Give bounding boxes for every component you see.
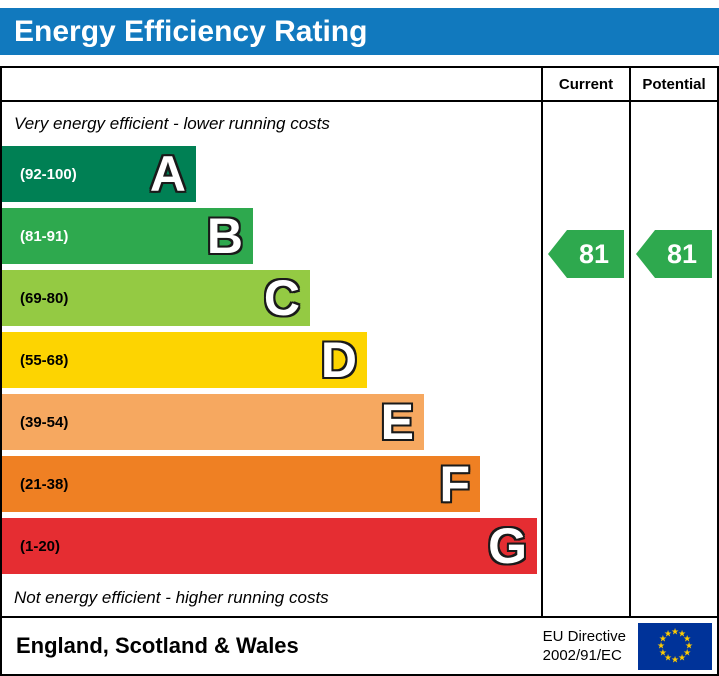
eu-flag-star: ★: [663, 652, 673, 663]
current-rating-arrow: 81: [548, 230, 624, 278]
band-c: (69-80) C: [2, 270, 310, 326]
band-letter: B: [206, 208, 243, 264]
potential-column-header: Potential: [629, 68, 717, 102]
band-letter: E: [380, 394, 414, 450]
band-g: (1-20) G: [2, 518, 537, 574]
eu-flag-star: ★: [677, 652, 687, 663]
chart-frame: Current Potential Very energy efficient …: [0, 66, 719, 676]
band-range-label: (1-20): [20, 537, 61, 555]
band-range-label: (81-91): [20, 227, 69, 245]
current-rating-value: 81: [578, 238, 610, 269]
band-b: (81-91) B: [2, 208, 253, 264]
eu-flag-star: ★: [670, 654, 680, 665]
potential-column: 81: [629, 102, 717, 616]
bottom-note: Not energy efficient - higher running co…: [14, 588, 329, 607]
bands-list: (92-100) A (81-91) B (69-80) C (55-68) D (39-54)…: [2, 146, 541, 574]
band-letter: G: [488, 518, 527, 574]
band-range-label: (92-100): [20, 165, 77, 183]
current-column: 81: [541, 102, 629, 616]
band-letter: D: [320, 332, 357, 388]
band-range-label: (55-68): [20, 351, 69, 369]
potential-rating-value: 81: [666, 238, 698, 269]
eu-flag-star: ★: [684, 640, 694, 651]
band-range-label: (21-38): [20, 475, 69, 493]
band-d: (55-68) D: [2, 332, 367, 388]
band-range-label: (69-80): [20, 289, 69, 307]
current-column-header: Current: [541, 68, 629, 102]
eu-directive-label: EU Directive 2002/91/EC: [543, 627, 626, 666]
band-letter: A: [149, 146, 186, 202]
region-label: England, Scotland & Wales: [16, 633, 299, 658]
band-f: (21-38) F: [2, 456, 480, 512]
eu-flag-star: ★: [683, 647, 692, 658]
eu-flag-star: ★: [663, 628, 673, 639]
top-note: Very energy efficient - lower running co…: [14, 114, 330, 133]
eu-directive-line2: 2002/91/EC: [542, 647, 622, 664]
band-a: (92-100) A: [2, 146, 196, 202]
eu-flag-star: ★: [658, 647, 667, 658]
eu-flag-star: ★: [683, 633, 692, 644]
eu-flag-star: ★: [656, 640, 666, 651]
bands-area: Very energy efficient - lower running co…: [2, 102, 541, 616]
eu-flag-star: ★: [677, 628, 687, 639]
eu-directive-line1: EU Directive: [542, 627, 626, 645]
eu-flag-star: ★: [670, 626, 680, 637]
footer: England, Scotland & Wales EU Directive 2…: [2, 616, 717, 674]
band-letter: C: [263, 270, 300, 326]
header-spacer: [2, 68, 541, 102]
potential-rating-arrow: 81: [636, 230, 712, 278]
eu-flag-star: ★: [658, 633, 667, 644]
band-e: (39-54) E: [2, 394, 424, 450]
eu-flag-icon: ★ ★ ★ ★ ★ ★ ★ ★ ★ ★ ★ ★: [638, 622, 712, 670]
page-title: Energy Efficiency Rating: [0, 8, 719, 55]
band-range-label: (39-54): [20, 413, 69, 431]
band-letter: F: [439, 456, 470, 512]
